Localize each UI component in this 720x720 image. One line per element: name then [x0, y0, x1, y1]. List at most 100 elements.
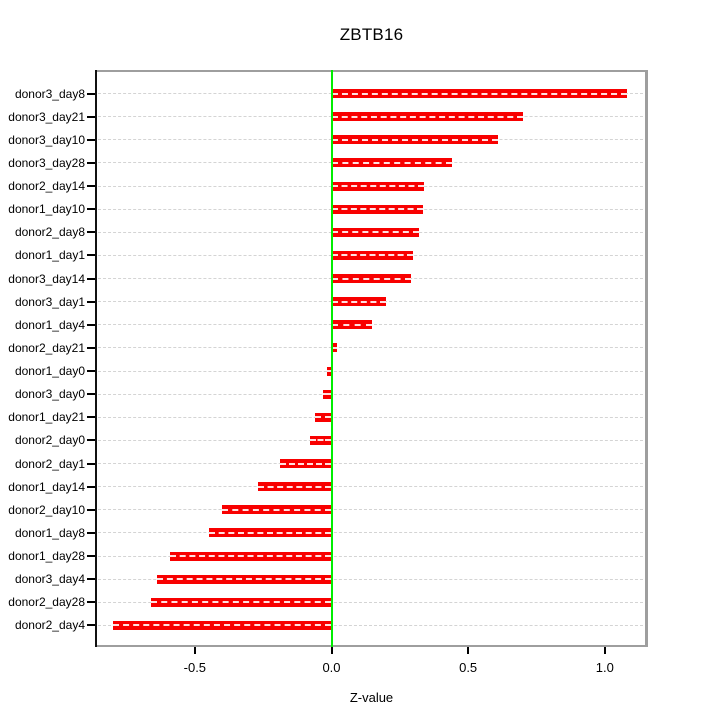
gridline — [98, 370, 643, 372]
x-tick-label: -0.5 — [183, 660, 207, 675]
bar-center-dash — [151, 601, 332, 604]
y-tick — [87, 508, 95, 511]
gridline — [98, 393, 643, 395]
bar-center-dash — [331, 231, 419, 234]
y-axis-label: donor1_day21 — [8, 410, 85, 425]
gridline — [98, 555, 643, 557]
y-tick — [87, 346, 95, 349]
y-axis-label: donor2_day28 — [8, 595, 85, 610]
gridline — [98, 439, 643, 441]
x-tick-label: 0.5 — [459, 660, 478, 675]
gridline — [98, 347, 643, 349]
zero-line — [330, 70, 333, 647]
y-tick — [87, 624, 95, 627]
y-axis-label: donor1_day10 — [8, 202, 85, 217]
gridline — [98, 578, 643, 580]
bar-center-dash — [309, 439, 332, 442]
x-tick — [467, 647, 470, 654]
y-tick — [87, 277, 95, 280]
y-axis-label: donor1_day1 — [14, 248, 85, 263]
bar-center-dash — [170, 555, 332, 558]
gridline — [98, 509, 643, 511]
chart-title: ZBTB16 — [339, 25, 404, 44]
y-axis-label: donor3_day1 — [14, 294, 85, 309]
y-axis-label: donor1_day4 — [14, 317, 85, 332]
bar-center-dash — [156, 578, 332, 581]
bar-center-dash — [315, 416, 332, 419]
bar-center-dash — [331, 161, 452, 164]
bar-center-dash — [257, 485, 332, 488]
bar-center-dash — [331, 254, 414, 257]
y-tick — [87, 115, 95, 118]
y-axis-label: donor2_day1 — [14, 456, 85, 471]
bar-center-dash — [327, 370, 332, 373]
bar-center-dash — [331, 300, 387, 303]
y-tick — [87, 323, 95, 326]
y-tick — [87, 393, 95, 396]
y-tick — [87, 485, 95, 488]
y-axis-label: donor3_day21 — [8, 109, 85, 124]
y-axis-label: donor2_day4 — [14, 618, 85, 633]
y-axis-label: donor3_day8 — [14, 86, 85, 101]
y-tick — [87, 208, 95, 211]
y-axis-label: donor1_day14 — [8, 479, 85, 494]
y-axis-label: donor2_day10 — [8, 502, 85, 517]
y-tick — [87, 462, 95, 465]
gridline — [98, 416, 643, 418]
y-axis-label: donor3_day0 — [14, 387, 85, 402]
y-axis-label: donor1_day28 — [8, 549, 85, 564]
gridline — [98, 486, 643, 488]
y-axis-label: donor2_day21 — [8, 340, 85, 355]
y-axis-label: donor2_day0 — [14, 433, 85, 448]
bar-center-dash — [331, 138, 499, 141]
y-tick — [87, 370, 95, 373]
y-tick — [87, 578, 95, 581]
bar-center-dash — [331, 323, 373, 326]
gridline — [98, 532, 643, 534]
bar-center-dash — [331, 208, 424, 211]
y-tick — [87, 416, 95, 419]
x-tick — [603, 647, 606, 654]
bar-center-dash — [331, 115, 523, 118]
gridline — [98, 624, 643, 626]
y-tick — [87, 300, 95, 303]
y-tick — [87, 531, 95, 534]
y-tick — [87, 254, 95, 257]
bar-center-dash — [112, 624, 332, 627]
x-tick — [193, 647, 196, 654]
bar-center-dash — [208, 531, 332, 534]
y-axis-label: donor2_day14 — [8, 179, 85, 194]
bar-center-dash — [279, 462, 332, 465]
y-axis-label: donor3_day28 — [8, 155, 85, 170]
bar-center-dash — [323, 393, 332, 396]
plot-border-top — [95, 70, 648, 72]
y-axis-line — [95, 70, 97, 647]
x-axis-title: Z-value — [349, 690, 394, 705]
gridline — [98, 601, 643, 603]
y-axis-label: donor2_day8 — [14, 225, 85, 240]
y-tick — [87, 555, 95, 558]
y-tick — [87, 231, 95, 234]
y-tick — [87, 439, 95, 442]
y-axis-label: donor1_day0 — [14, 364, 85, 379]
plot-border-right — [645, 70, 648, 647]
bar-center-dash — [331, 346, 337, 349]
y-axis-label: donor3_day14 — [8, 271, 85, 286]
x-tick-label: 1.0 — [595, 660, 614, 675]
plot-border-bottom — [95, 645, 648, 647]
y-tick — [87, 161, 95, 164]
bar-center-dash — [331, 277, 411, 280]
y-tick — [87, 92, 95, 95]
gridline — [98, 463, 643, 465]
y-axis-label: donor3_day4 — [14, 572, 85, 587]
y-tick — [87, 138, 95, 141]
x-tick-label: 0.0 — [322, 660, 341, 675]
bar-center-dash — [331, 92, 627, 95]
y-tick — [87, 601, 95, 604]
bar-center-dash — [222, 508, 332, 511]
x-tick — [330, 647, 333, 654]
y-axis-label: donor3_day10 — [8, 132, 85, 147]
y-axis-label: donor1_day8 — [14, 525, 85, 540]
